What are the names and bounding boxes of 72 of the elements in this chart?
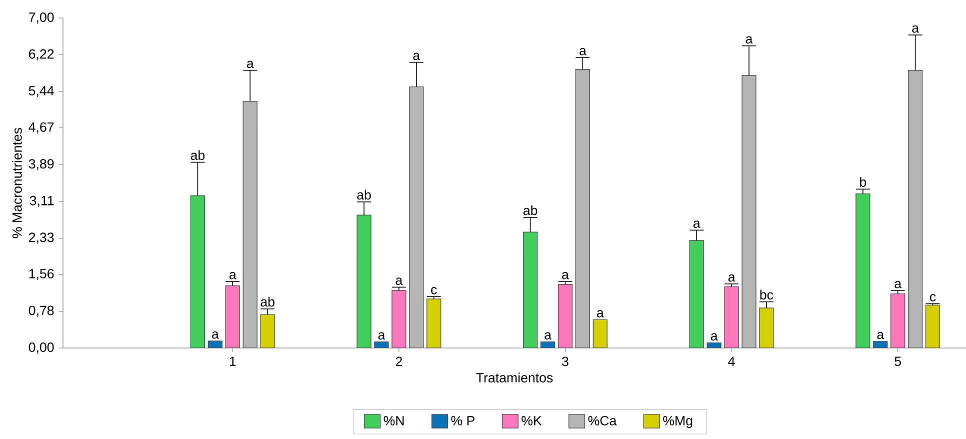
bar: [540, 342, 556, 348]
data-label: a: [894, 280, 902, 288]
data-label: a: [229, 272, 236, 280]
bar: [260, 314, 275, 348]
bar: [392, 290, 406, 348]
bar: [890, 293, 906, 348]
bar: [856, 194, 870, 348]
data-label: a: [413, 52, 420, 60]
bar: [190, 195, 206, 348]
bar: [242, 101, 258, 348]
bar: [592, 319, 608, 348]
data-label: bc: [760, 290, 774, 300]
data-label: a: [396, 278, 403, 285]
data-label: ab: [190, 150, 205, 160]
data-label: ab: [260, 296, 274, 307]
bar: [759, 308, 774, 348]
x-tick-label: 3: [562, 356, 568, 366]
legend-label: %N: [384, 416, 404, 426]
bar: [724, 286, 739, 348]
data-label: c: [431, 287, 437, 294]
y-tick-label: 0,00: [28, 342, 54, 354]
data-label: a: [728, 274, 736, 282]
bar: [873, 341, 888, 348]
data-label: a: [562, 272, 569, 280]
x-tick-label: 5: [894, 356, 901, 366]
data-label: a: [912, 25, 920, 33]
y-axis-title: % Macronutrientes: [12, 128, 22, 238]
y-tick-label: 3,89: [28, 159, 54, 170]
bar: [356, 214, 372, 348]
legend-label: %Mg: [663, 416, 692, 428]
data-label: a: [597, 310, 604, 318]
data-label: a: [378, 332, 386, 340]
data-label: a: [580, 48, 586, 56]
x-tick-label: 2: [396, 356, 402, 366]
y-tick-label: 1,56: [29, 268, 54, 280]
bar: [575, 69, 590, 348]
y-tick-label: 3,11: [30, 196, 54, 207]
y-tick-label: 6,22: [29, 49, 54, 60]
data-label: a: [544, 332, 552, 340]
data-label: ab: [523, 205, 538, 216]
data-label: a: [746, 36, 753, 44]
bar: [908, 70, 923, 348]
data-label: a: [212, 331, 219, 339]
bar: [706, 342, 722, 348]
x-tick-label: 1: [230, 356, 236, 366]
bar: [225, 285, 240, 348]
bar: [558, 284, 573, 348]
bar: [925, 304, 940, 348]
bar: [208, 340, 222, 348]
bar: [522, 232, 538, 348]
y-tick-label: 2,33: [29, 232, 54, 244]
y-tick-label: 5,44: [28, 86, 54, 97]
y-tick-label: 0,78: [28, 306, 54, 317]
bar: [689, 240, 704, 348]
data-label: ab: [357, 190, 371, 200]
data-label: c: [930, 294, 936, 302]
y-tick-label: 7,00: [29, 12, 54, 24]
data-label: a: [877, 332, 884, 340]
legend-label: %K: [522, 416, 542, 426]
bar: [409, 86, 424, 348]
legend-label: % P: [451, 416, 474, 426]
x-tick-label: 4: [728, 356, 735, 366]
data-label: a: [693, 220, 700, 228]
bar: [374, 342, 389, 348]
data-label: a: [246, 60, 254, 68]
x-axis-title: Tratamientos: [476, 372, 553, 382]
data-label: b: [860, 177, 866, 187]
data-label: a: [710, 333, 718, 341]
bar: [742, 75, 756, 348]
legend-label: %Ca: [588, 416, 617, 426]
bar: [426, 298, 442, 348]
y-tick-label: 4,67: [28, 122, 54, 134]
